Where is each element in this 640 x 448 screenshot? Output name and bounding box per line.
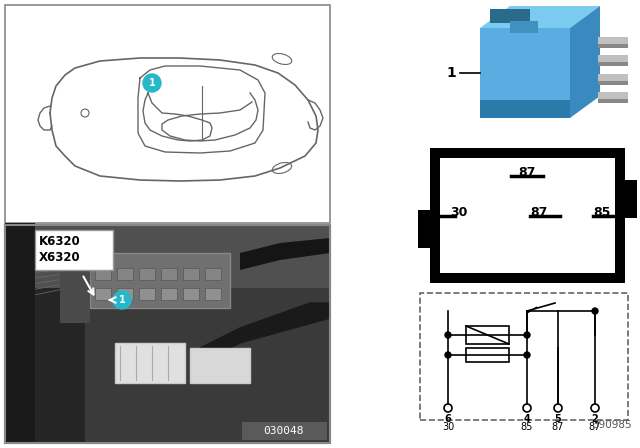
Bar (60, 253, 90, 323)
Bar (95, 268, 111, 280)
Bar (480, 28, 570, 118)
Bar (490, 9, 530, 23)
Bar (420, 293, 628, 420)
Text: 1: 1 (148, 78, 156, 88)
Polygon shape (570, 6, 600, 118)
Text: 1: 1 (446, 66, 456, 80)
Bar (466, 326, 509, 344)
Bar (466, 348, 509, 362)
Text: 30: 30 (442, 422, 454, 432)
Text: 87: 87 (552, 422, 564, 432)
Bar (430, 148, 625, 283)
Bar (510, 21, 538, 33)
Bar (418, 210, 430, 248)
Bar (35, 230, 113, 270)
Text: 4: 4 (524, 414, 531, 424)
Bar (161, 268, 177, 280)
Text: 85: 85 (593, 206, 611, 219)
Bar (5, 225, 330, 443)
Bar (117, 268, 133, 280)
Circle shape (554, 404, 562, 412)
Circle shape (143, 74, 161, 92)
Text: 85: 85 (521, 422, 533, 432)
Bar (598, 37, 628, 48)
Circle shape (444, 404, 452, 412)
Bar (598, 55, 628, 66)
Bar (5, 225, 330, 443)
Bar (90, 253, 230, 308)
Text: 87: 87 (530, 206, 547, 219)
Circle shape (524, 332, 530, 338)
Bar (598, 74, 628, 85)
Bar (5, 225, 330, 288)
Bar (139, 268, 155, 280)
Bar (183, 268, 199, 280)
Bar (5, 288, 85, 443)
Bar (480, 100, 570, 118)
Bar (598, 81, 628, 85)
Bar (95, 288, 111, 300)
Circle shape (113, 291, 131, 309)
Text: 87: 87 (518, 166, 536, 179)
Bar (242, 422, 327, 440)
Bar (5, 223, 35, 443)
Text: 6: 6 (445, 414, 451, 424)
Bar (117, 288, 133, 300)
Text: 2: 2 (591, 414, 598, 424)
Circle shape (523, 404, 531, 412)
Text: 390985: 390985 (593, 420, 632, 430)
Bar (440, 158, 615, 273)
Polygon shape (480, 6, 600, 28)
Text: 87: 87 (589, 422, 601, 432)
Bar (161, 288, 177, 300)
Circle shape (445, 332, 451, 338)
Text: 030048: 030048 (264, 426, 304, 436)
Bar (598, 92, 628, 103)
Bar (598, 62, 628, 66)
Circle shape (592, 308, 598, 314)
Polygon shape (200, 303, 330, 363)
Circle shape (445, 352, 451, 358)
Bar (625, 180, 637, 218)
Circle shape (591, 404, 599, 412)
Text: 30: 30 (450, 206, 467, 219)
Text: 5: 5 (555, 414, 561, 424)
Bar (183, 288, 199, 300)
Bar (5, 5, 330, 223)
Text: 1: 1 (118, 295, 125, 305)
Bar (205, 288, 221, 300)
Circle shape (524, 352, 530, 358)
Bar (190, 348, 250, 383)
Polygon shape (240, 238, 330, 270)
Bar (205, 268, 221, 280)
Bar (139, 288, 155, 300)
Bar (598, 44, 628, 48)
Bar (115, 343, 185, 383)
Text: K6320
X6320: K6320 X6320 (39, 235, 81, 264)
Bar (598, 99, 628, 103)
